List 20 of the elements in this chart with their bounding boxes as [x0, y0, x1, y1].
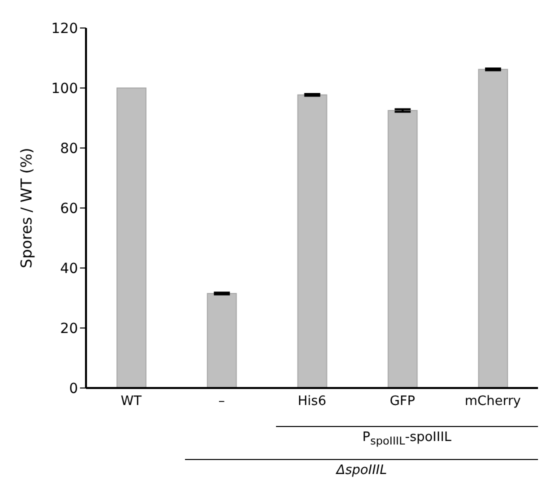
bar: [478, 68, 508, 388]
x-tick-label: mCherry: [464, 394, 522, 410]
y-axis-title: Spores / WT (%): [17, 148, 36, 268]
text: P$_{spoIIIL}$-spoIIIL: [361, 430, 452, 448]
x-tick-label: GFP: [390, 394, 416, 410]
y-tick-label: 80: [60, 140, 78, 157]
x-tick-label: His6: [298, 394, 326, 410]
y-tick-label: 20: [60, 320, 78, 337]
x-tick-label: WT: [120, 394, 142, 410]
x-tick-label: –: [218, 394, 225, 410]
y-tick-label: 120: [51, 20, 78, 37]
bar: [206, 293, 237, 388]
y-tick-label: 0: [69, 380, 78, 397]
bar: [388, 110, 418, 388]
bar: [297, 94, 328, 388]
y-tick-label: 60: [60, 200, 78, 217]
y-tick-label: 40: [60, 260, 78, 277]
y-tick-label: 100: [51, 80, 78, 97]
text: ΔspoIIIL: [334, 463, 388, 478]
bar: [116, 88, 146, 388]
